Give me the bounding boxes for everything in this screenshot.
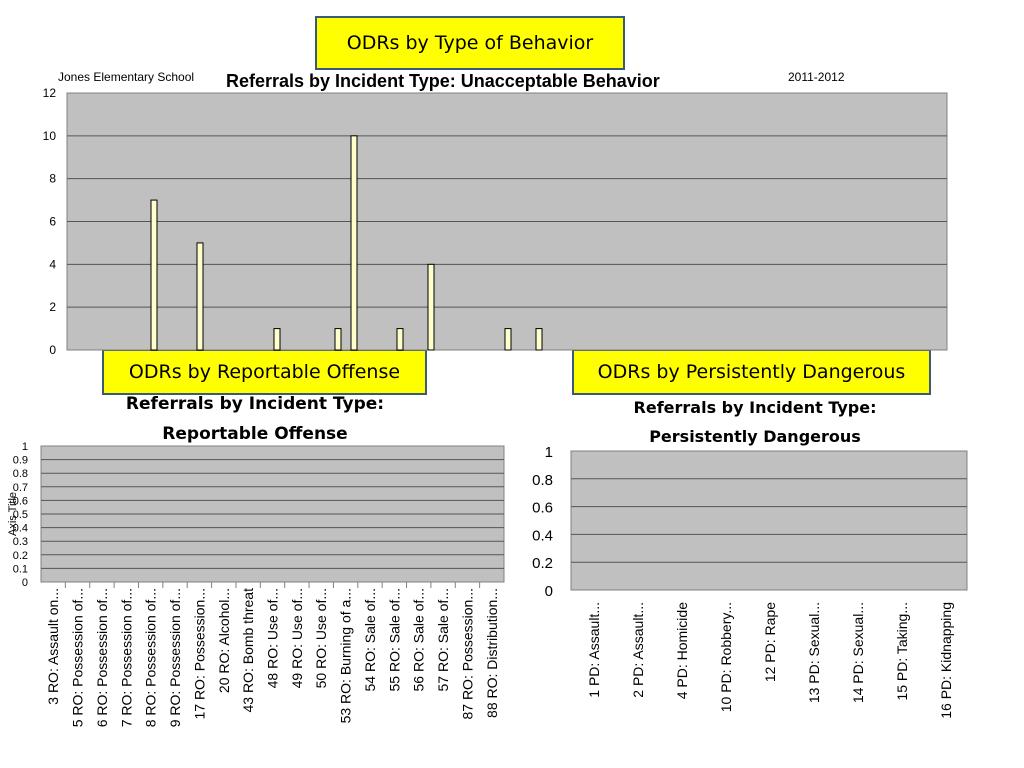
dangerous-y-tick-label: 0.8 [532, 472, 553, 489]
behavior-bar [396, 328, 404, 351]
reportable-y-tick-label: 0.7 [13, 482, 28, 494]
reportable-x-tick-label: 9 RO: Possession of... [167, 588, 183, 727]
reportable-y-tick-label: 0.8 [13, 468, 28, 480]
dangerous-title-line-1: Referrals by Incident Type: [633, 398, 877, 417]
dangerous-y-tick-label: 1 [545, 444, 553, 461]
behavior-y-tick-label: 8 [49, 172, 56, 186]
reportable-y-tick-label: 0.1 [13, 563, 28, 575]
dangerous-x-tick-label: 16 PD: Kidnapping [938, 602, 954, 719]
school-name: Jones Elementary School [58, 70, 195, 84]
behavior-y-tick-label: 4 [49, 257, 56, 271]
dangerous-x-tick-label: 2 PD: Assault... [630, 602, 646, 698]
behavior-bar [273, 328, 281, 351]
reportable-x-tick-label: 55 RO: Sale of... [386, 588, 402, 692]
reportable-x-tick-label: 3 RO: Assault on... [45, 588, 61, 705]
reportable-x-tick-label: 7 RO: Possession of... [118, 588, 134, 727]
dangerous-x-tick-label: 4 PD: Homicide [674, 602, 690, 699]
reportable-y-tick-label: 0.2 [13, 550, 28, 562]
behavior-y-tick-label: 0 [49, 343, 56, 357]
dangerous-x-tick-label: 15 PD: Taking... [894, 602, 910, 701]
behavior-bar [535, 328, 543, 351]
dangerous-x-tick-label: 1 PD: Assault... [586, 602, 602, 698]
behavior-y-tick-label: 12 [43, 86, 57, 100]
reportable-chart-title: Referrals by Incident Type: Reportable O… [80, 389, 430, 449]
behavior-bar [196, 242, 204, 351]
behavior-y-tick-label: 10 [43, 129, 57, 143]
reportable-x-tick-label: 48 RO: Use of... [265, 588, 281, 688]
dangerous-header-label: ODRs by Persistently Dangerous [597, 361, 906, 383]
behavior-y-tick-label: 2 [49, 300, 56, 314]
reportable-x-tick-label: 57 RO: Sale of... [435, 588, 451, 692]
school-year: 2011-2012 [788, 70, 845, 84]
reportable-y-tick-label: 0 [22, 577, 28, 589]
reportable-x-tick-label: 49 RO: Use of... [289, 588, 305, 688]
reportable-x-tick-label: 5 RO: Possession of... [70, 588, 86, 727]
behavior-bar [334, 328, 342, 351]
reportable-y-tick-label: 0.5 [13, 509, 28, 521]
reportable-header-box: ODRs by Reportable Offense [102, 349, 427, 395]
dangerous-plot-area [570, 450, 968, 591]
dangerous-x-tick-label: 12 PD: Rape [762, 602, 778, 682]
reportable-x-tick-label: 20 RO: Alcohol... [216, 588, 232, 693]
behavior-y-tick-label: 6 [49, 215, 56, 229]
behavior-bar [150, 199, 158, 351]
behavior-bar [427, 263, 435, 351]
behavior-bar [350, 135, 358, 351]
reportable-x-tick-label: 53 RO: Burning of a... [338, 588, 354, 723]
behavior-header-box: ODRs by Type of Behavior [315, 16, 625, 70]
dangerous-y-tick-label: 0.2 [532, 555, 553, 572]
reportable-x-tick-label: 56 RO: Sale of... [411, 588, 427, 692]
reportable-x-tick-label: 8 RO: Possession of... [143, 588, 159, 727]
dangerous-y-tick-label: 0.6 [532, 500, 553, 517]
reportable-x-tick-label: 87 RO: Possession... [459, 588, 475, 720]
reportable-x-tick-label: 43 RO: Bomb threat [240, 588, 256, 713]
dangerous-y-tick-label: 0 [545, 583, 553, 600]
dangerous-x-tick-label: 10 PD: Robbery... [718, 602, 734, 712]
dangerous-x-tick-label: 13 PD: Sexual... [806, 602, 822, 703]
reportable-header-label: ODRs by Reportable Offense [128, 361, 401, 383]
reportable-y-axis-title: Axis Title [7, 492, 19, 536]
reportable-y-tick-label: 0.4 [13, 523, 28, 535]
behavior-header-label: ODRs by Type of Behavior [346, 32, 594, 54]
dangerous-title-line-2: Persistently Dangerous [649, 427, 861, 446]
dangerous-header-box: ODRs by Persistently Dangerous [572, 349, 931, 395]
reportable-x-tick-label: 88 RO: Distribution... [484, 588, 500, 718]
reportable-x-tick-label: 54 RO: Sale of... [362, 588, 378, 692]
dangerous-y-tick-label: 0.4 [532, 527, 553, 544]
reportable-x-tick-label: 50 RO: Use of... [313, 588, 329, 688]
reportable-y-tick-label: 1 [22, 441, 28, 453]
reportable-title-line-2: Reportable Offense [162, 424, 348, 444]
reportable-y-tick-label: 0.6 [13, 495, 28, 507]
dangerous-x-tick-label: 14 PD: Sexual... [850, 602, 866, 703]
dangerous-chart-title: Referrals by Incident Type: Persistently… [570, 393, 940, 451]
reportable-y-tick-label: 0.3 [13, 536, 28, 548]
behavior-bar [504, 328, 512, 351]
reportable-x-tick-label: 17 RO: Possession... [191, 588, 207, 720]
reportable-title-line-1: Referrals by Incident Type: [125, 394, 385, 414]
reportable-y-tick-label: 0.9 [13, 455, 28, 467]
reportable-x-tick-label: 6 RO: Possession of... [94, 588, 110, 727]
behavior-chart-title: Referrals by Incident Type: Unacceptable… [226, 71, 660, 91]
